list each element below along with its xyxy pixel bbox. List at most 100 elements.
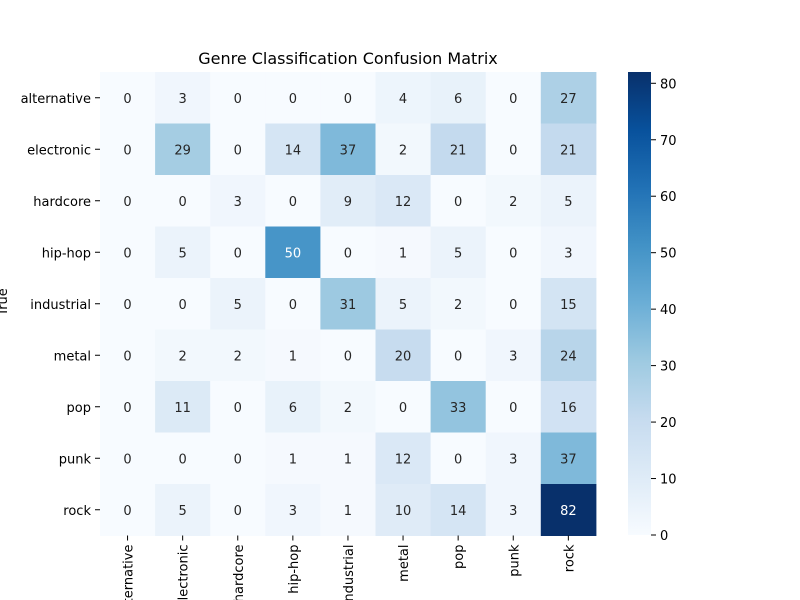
cell-value-label: 0: [344, 246, 352, 261]
heatmap-cell: [430, 278, 487, 330]
cell-value-label: 0: [123, 401, 131, 416]
cell-value-label: 0: [123, 298, 131, 313]
cell-value-label: 0: [123, 143, 131, 158]
cell-value-label: 0: [123, 349, 131, 364]
cell-value-label: 0: [344, 349, 352, 364]
x-tick-label: electronic: [177, 545, 192, 600]
heatmap-cell: [320, 484, 376, 536]
heatmap-cell: [375, 432, 432, 485]
cell-value-label: 0: [234, 401, 242, 416]
heatmap-cell: [155, 484, 211, 536]
heatmap-cell: [540, 175, 597, 227]
cell-value-label: 1: [344, 452, 352, 467]
heatmap-cell: [265, 278, 321, 330]
cell-value-label: 10: [395, 504, 412, 519]
heatmap-cell: [485, 226, 542, 279]
cell-value-label: 14: [285, 143, 302, 158]
heatmap-cell: [210, 175, 266, 227]
colorbar-tick-label: 80: [660, 77, 677, 92]
heatmap-cell: [430, 432, 487, 485]
heatmap-cell: [430, 72, 487, 124]
cell-value-label: 3: [289, 504, 297, 519]
cell-value-label: 11: [174, 401, 191, 416]
colorbar-tick-label: 0: [660, 529, 668, 544]
heatmap-cell: [375, 175, 432, 227]
cell-value-label: 0: [123, 504, 131, 519]
heatmap-cell: [265, 123, 321, 176]
cell-value-label: 0: [179, 195, 187, 210]
heatmap-cell: [485, 72, 542, 124]
heatmap-cell: [375, 381, 432, 433]
cell-value-label: 0: [454, 195, 462, 210]
heatmap-cell: [100, 381, 156, 433]
heatmap-cell: [430, 123, 487, 176]
heatmap-cell: [100, 226, 156, 279]
y-tick-label: hardcore: [33, 195, 91, 210]
heatmap-cell: [210, 381, 266, 433]
y-tick-label: metal: [54, 349, 91, 364]
row-tick-labels: alternative electronic hardcore hip-hop indu…: [21, 92, 100, 519]
cell-value-label: 3: [179, 92, 187, 107]
cell-value-label: 5: [234, 298, 242, 313]
heatmap-cell: [265, 226, 321, 279]
heatmap-cell: [540, 123, 597, 176]
heatmap-cell: [540, 278, 597, 330]
cell-value-label: 0: [234, 246, 242, 261]
heatmap-cell: [100, 123, 156, 176]
x-tick-label: industrial: [342, 545, 357, 600]
cell-value-label: 3: [509, 504, 517, 519]
heatmap-cell: [320, 432, 376, 485]
cell-value-label: 2: [234, 349, 242, 364]
cell-value-label: 12: [395, 195, 412, 210]
heatmap-cell: [210, 278, 266, 330]
cell-value-label: 31: [340, 298, 357, 313]
cell-value-label: 5: [179, 246, 187, 261]
cell-value-label: 5: [564, 195, 572, 210]
cell-value-label: 0: [123, 92, 131, 107]
heatmap-cell: [155, 226, 211, 279]
heatmap-cell: [100, 72, 156, 124]
heatmap-cell: [485, 484, 542, 536]
y-tick-label: rock: [63, 504, 91, 519]
heatmap-cell: [540, 381, 597, 433]
cell-value-label: 0: [289, 195, 297, 210]
heatmap-cell: [320, 381, 376, 433]
heatmap-cell: [100, 329, 156, 382]
cell-value-label: 0: [123, 195, 131, 210]
cell-value-label: 3: [509, 452, 517, 467]
heatmap-cell: [210, 123, 266, 176]
colorbar: 0 10 20 30 40 50 60 70 80: [628, 72, 677, 544]
cell-value-label: 1: [289, 349, 297, 364]
cell-value-label: 5: [179, 504, 187, 519]
cell-value-label: 0: [289, 298, 297, 313]
cell-value-label: 0: [509, 401, 517, 416]
heatmap-cells: 0 3 0 0 0 4 6 0 270 29 0 14 37 2 21 0 210 0 3 0 9 12 0 2 50 5 0 50 0…: [100, 72, 597, 536]
cell-value-label: 9: [344, 195, 352, 210]
cell-value-label: 14: [450, 504, 467, 519]
heatmap-cell: [430, 329, 487, 382]
heatmap-cell: [375, 226, 432, 279]
heatmap-cell: [210, 226, 266, 279]
heatmap-cell: [540, 226, 597, 279]
heatmap-cell: [155, 123, 211, 176]
cell-value-label: 15: [560, 298, 577, 313]
y-tick-label: hip-hop: [42, 246, 91, 261]
heatmap-cell: [155, 432, 211, 485]
cell-value-label: 0: [234, 92, 242, 107]
cell-value-label: 0: [454, 349, 462, 364]
cell-value-label: 0: [454, 452, 462, 467]
heatmap-cell: [265, 381, 321, 433]
cell-value-label: 20: [395, 349, 412, 364]
heatmap-cell: [210, 72, 266, 124]
cell-value-label: 21: [450, 143, 467, 158]
heatmap-cell: [265, 484, 321, 536]
x-tick-label: punk: [507, 544, 522, 577]
heatmap-cell: [265, 432, 321, 485]
heatmap-cell: [485, 432, 542, 485]
cell-value-label: 0: [179, 452, 187, 467]
heatmap-cell: [540, 329, 597, 382]
heatmap-cell: [375, 72, 432, 124]
x-tick-label: hardcore: [232, 545, 247, 600]
heatmap-cell: [540, 432, 597, 485]
cell-value-label: 0: [344, 92, 352, 107]
